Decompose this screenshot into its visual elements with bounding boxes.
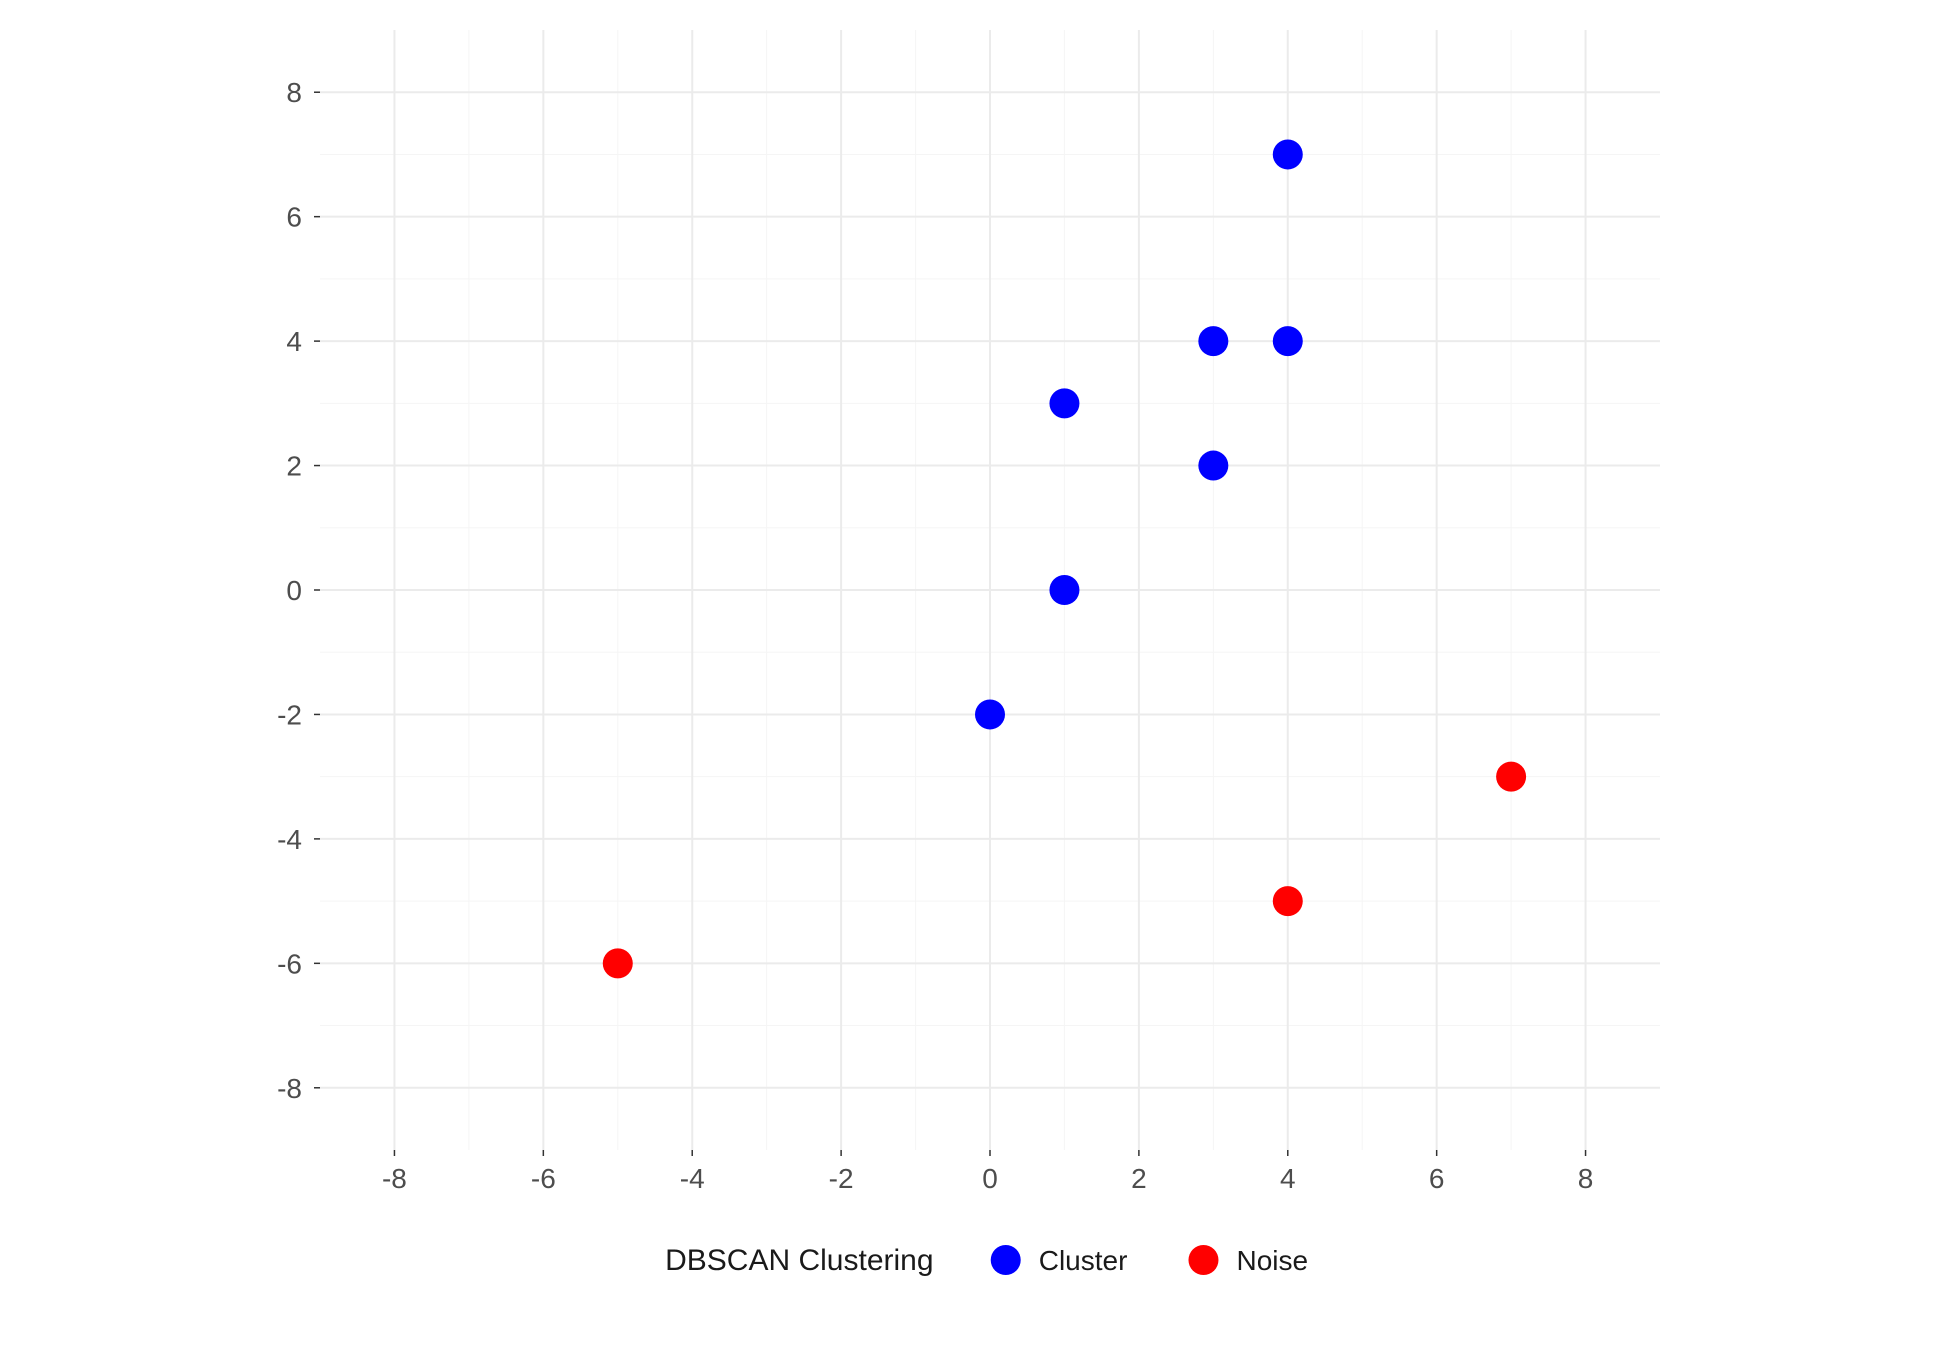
y-tick-label: -6 [277, 948, 302, 979]
legend-label: Noise [1236, 1245, 1308, 1276]
data-point-cluster [1049, 575, 1079, 605]
y-tick-label: 4 [286, 326, 302, 357]
legend-label: Cluster [1039, 1245, 1128, 1276]
legend-title: DBSCAN Clustering [665, 1244, 933, 1277]
y-tick-label: 0 [286, 575, 302, 606]
legend-swatch [991, 1245, 1021, 1275]
data-point-cluster [975, 699, 1005, 729]
x-tick-label: -4 [680, 1163, 705, 1194]
x-tick-label: 4 [1280, 1163, 1296, 1194]
data-point-cluster [1049, 388, 1079, 418]
data-point-noise [1496, 762, 1526, 792]
y-tick-label: 6 [286, 202, 302, 233]
chart-stage: -8 -6 -4 -2 0 2 4 6 8 -8 -6 -4 -2 0 2 4 6 8 DBSCAN Cluster… [0, 0, 1950, 1349]
data-point-cluster [1273, 139, 1303, 169]
x-tick-label: -6 [531, 1163, 556, 1194]
x-tick-label: 6 [1429, 1163, 1445, 1194]
x-tick-label: 0 [982, 1163, 998, 1194]
data-point-noise [603, 948, 633, 978]
data-point-cluster [1198, 451, 1228, 481]
legend-swatch [1188, 1245, 1218, 1275]
x-tick-label: -8 [382, 1163, 407, 1194]
data-point-noise [1273, 886, 1303, 916]
dbscan-scatter-chart: -8 -6 -4 -2 0 2 4 6 8 -8 -6 -4 -2 0 2 4 6 8 DBSCAN Cluster… [0, 0, 1950, 1349]
y-tick-label: -8 [277, 1073, 302, 1104]
x-tick-label: 2 [1131, 1163, 1147, 1194]
y-tick-label: -4 [277, 824, 302, 855]
x-tick-label: -2 [829, 1163, 854, 1194]
x-tick-label: 8 [1578, 1163, 1594, 1194]
y-tick-label: -2 [277, 699, 302, 730]
data-point-cluster [1198, 326, 1228, 356]
y-tick-label: 8 [286, 77, 302, 108]
y-tick-label: 2 [286, 451, 302, 482]
data-point-cluster [1273, 326, 1303, 356]
